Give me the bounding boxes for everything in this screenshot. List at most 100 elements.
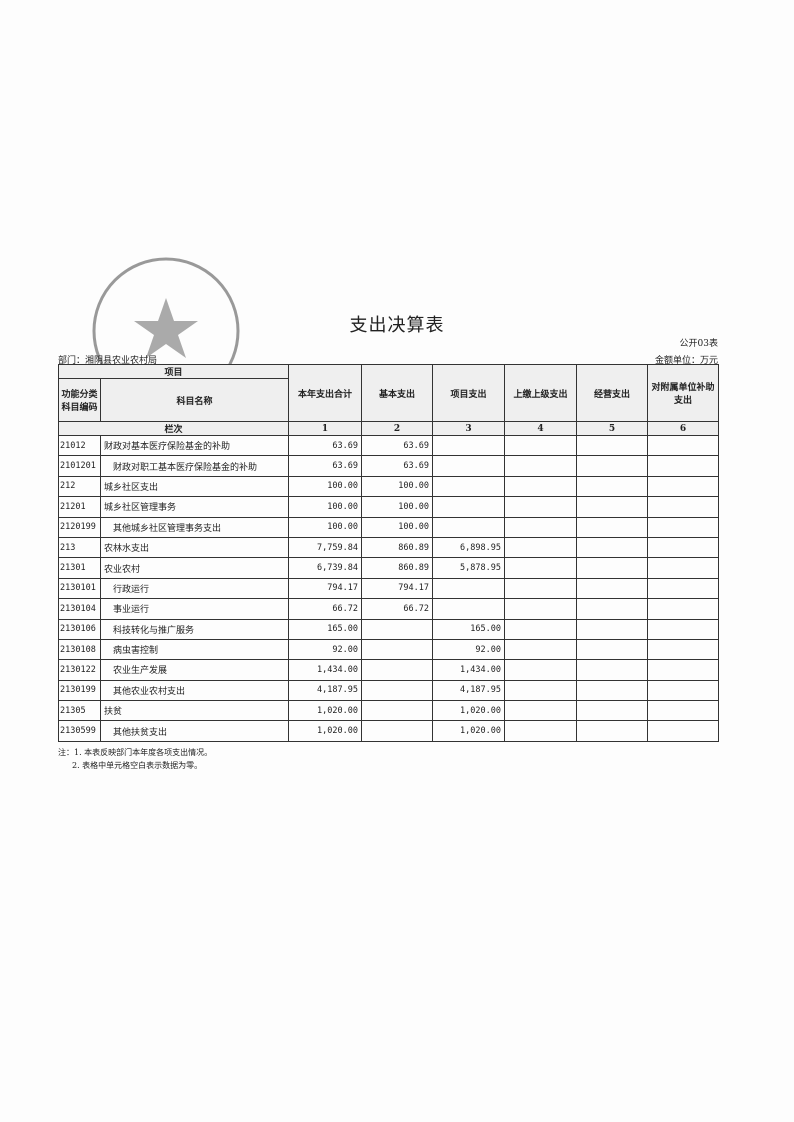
- amount-cell: [504, 475, 577, 498]
- amount-cell: 4,187.95: [432, 679, 505, 702]
- amount-cell: [576, 536, 648, 559]
- subject-code: 2130106: [58, 618, 101, 640]
- amount-cell: [504, 679, 577, 702]
- subject-name: 扶贫: [100, 700, 289, 722]
- amount-cell: 7,759.84: [288, 536, 362, 559]
- amount-cell: 63.69: [361, 455, 433, 477]
- amount-cell: [647, 557, 719, 579]
- amount-cell: [576, 434, 648, 457]
- column-number: 2: [361, 421, 433, 436]
- table-row: 2130199 其他农业农村支出 4,187.95 4,187.95: [58, 679, 719, 702]
- amount-cell: [647, 720, 719, 742]
- amount-cell: [576, 659, 648, 681]
- subject-name: 事业运行: [100, 598, 289, 620]
- amount-cell: [576, 496, 648, 518]
- table-row: 213 农林水支出 7,759.84 860.89 6,898.95: [58, 536, 719, 559]
- amount-cell: [432, 496, 505, 518]
- amount-cell: 1,434.00: [288, 659, 362, 681]
- subject-code: 21305: [58, 700, 101, 722]
- subject-name: 农业生产发展: [100, 659, 289, 681]
- amount-cell: [361, 720, 433, 742]
- header-col-row: 栏次: [58, 421, 289, 436]
- amount-cell: [504, 516, 577, 538]
- amount-cell: [432, 598, 505, 620]
- subject-name: 科技转化与推广服务: [100, 618, 289, 640]
- amount-cell: [647, 475, 719, 498]
- amount-cell: [432, 434, 505, 457]
- amount-cell: 6,739.84: [288, 557, 362, 579]
- amount-cell: [504, 659, 577, 681]
- amount-cell: 6,898.95: [432, 536, 505, 559]
- table-row: 2130122 农业生产发展 1,434.00 1,434.00: [58, 659, 719, 681]
- amount-cell: [576, 679, 648, 702]
- amount-cell: 63.69: [288, 434, 362, 457]
- column-number: 3: [432, 421, 505, 436]
- subject-name: 财政对基本医疗保险基金的补助: [100, 434, 289, 457]
- table-row: 21305 扶贫 1,020.00 1,020.00: [58, 700, 719, 722]
- amount-cell: [576, 618, 648, 640]
- subject-code: 21301: [58, 557, 101, 579]
- amount-cell: 1,020.00: [432, 720, 505, 742]
- subject-name: 其他扶贫支出: [100, 720, 289, 742]
- amount-cell: 165.00: [432, 618, 505, 640]
- subject-name: 行政运行: [100, 577, 289, 600]
- amount-cell: [647, 598, 719, 620]
- amount-cell: [504, 434, 577, 457]
- column-number: 4: [504, 421, 577, 436]
- amount-cell: [647, 434, 719, 457]
- header-code: 功能分类科目编码: [58, 378, 101, 422]
- amount-cell: [647, 679, 719, 702]
- amount-cell: 66.72: [288, 598, 362, 620]
- amount-cell: [504, 577, 577, 600]
- table-row: 2130599 其他扶贫支出 1,020.00 1,020.00: [58, 720, 719, 742]
- subject-name: 其他农业农村支出: [100, 679, 289, 702]
- amount-cell: [576, 638, 648, 661]
- amount-cell: 1,020.00: [432, 700, 505, 722]
- subject-code: 2130199: [58, 679, 101, 702]
- amount-cell: [361, 679, 433, 702]
- amount-cell: [504, 618, 577, 640]
- subject-name: 城乡社区支出: [100, 475, 289, 498]
- amount-cell: [647, 455, 719, 477]
- table-row: 2130101 行政运行 794.17 794.17: [58, 577, 719, 600]
- amount-unit: 金额单位：万元: [654, 356, 718, 366]
- page-title: 支出决算表: [349, 315, 445, 336]
- subject-code: 2130122: [58, 659, 101, 681]
- amount-cell: 63.69: [361, 434, 433, 457]
- amount-cell: 794.17: [361, 577, 433, 600]
- form-number: 公开03表: [679, 339, 718, 349]
- subject-name: 病虫害控制: [100, 638, 289, 661]
- subject-code: 212: [58, 475, 101, 498]
- notes: 注：1. 本表反映部门本年度各项支出情况。 2. 表格中单元格空白表示数据为零。: [58, 746, 212, 772]
- subject-name: 农业农村: [100, 557, 289, 579]
- header-column: 对附属单位补助支出: [647, 364, 719, 422]
- amount-cell: [432, 455, 505, 477]
- amount-cell: [361, 638, 433, 661]
- table-row: 2101201 财政对职工基本医疗保险基金的补助 63.69 63.69: [58, 455, 719, 477]
- amount-cell: 92.00: [288, 638, 362, 661]
- amount-cell: [576, 700, 648, 722]
- amount-cell: [647, 700, 719, 722]
- amount-cell: [504, 536, 577, 559]
- table-row: 2120199 其他城乡社区管理事务支出 100.00 100.00: [58, 516, 719, 538]
- table-row: 2130104 事业运行 66.72 66.72: [58, 598, 719, 620]
- amount-cell: [576, 516, 648, 538]
- amount-cell: 5,878.95: [432, 557, 505, 579]
- header-item: 项目: [58, 364, 289, 379]
- amount-cell: 1,020.00: [288, 720, 362, 742]
- amount-cell: 100.00: [361, 516, 433, 538]
- amount-cell: [432, 475, 505, 498]
- amount-cell: 100.00: [288, 516, 362, 538]
- amount-cell: [504, 496, 577, 518]
- amount-cell: [432, 516, 505, 538]
- amount-cell: 794.17: [288, 577, 362, 600]
- amount-cell: [576, 557, 648, 579]
- amount-cell: [504, 557, 577, 579]
- amount-cell: [647, 659, 719, 681]
- amount-cell: 100.00: [288, 475, 362, 498]
- table-row: 21012 财政对基本医疗保险基金的补助 63.69 63.69: [58, 434, 719, 457]
- expenditure-table: 项目 本年支出合计 基本支出 项目支出 上缴上级支出 经营支出 对附属单位补助支出 功能分…: [58, 364, 719, 742]
- amount-cell: [647, 638, 719, 661]
- subject-name: 城乡社区管理事务: [100, 496, 289, 518]
- table-row: 2130108 病虫害控制 92.00 92.00: [58, 638, 719, 661]
